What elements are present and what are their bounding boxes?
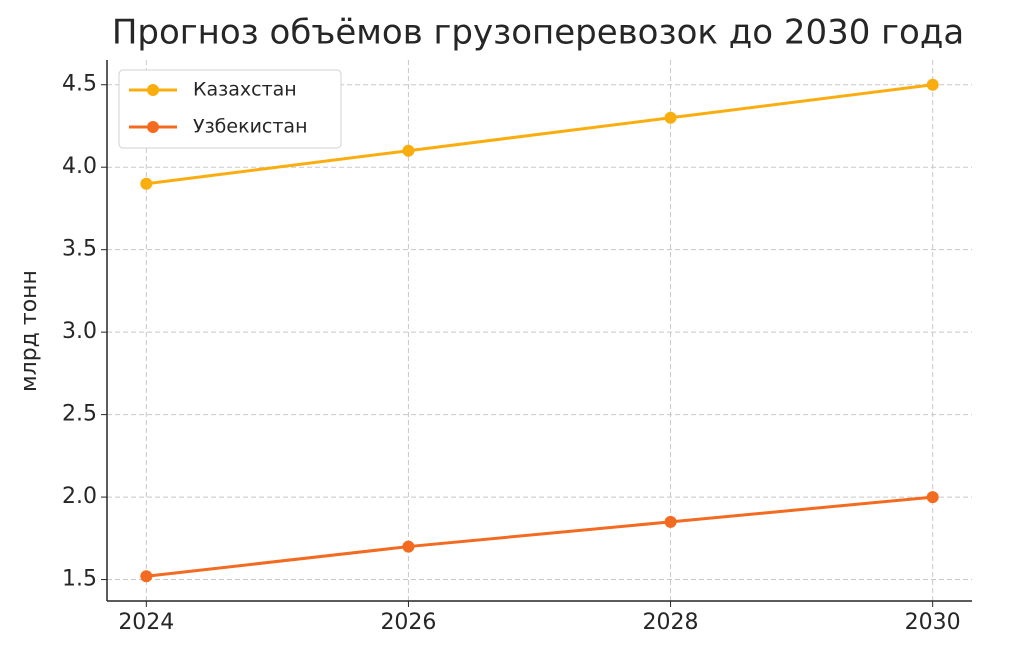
point xyxy=(664,111,677,124)
x-tick-label: 2026 xyxy=(380,610,436,635)
y-tick-label: 2.0 xyxy=(62,484,97,509)
legend-marker xyxy=(147,84,159,96)
point xyxy=(140,570,153,583)
chart-title: Прогноз объёмов грузоперевозок до 2030 г… xyxy=(112,13,964,53)
point xyxy=(926,78,939,91)
y-tick-label: 3.5 xyxy=(62,237,97,262)
y-tick-label: 2.5 xyxy=(62,402,97,427)
x-tick-label: 2024 xyxy=(118,610,174,635)
x-tick-label: 2030 xyxy=(905,610,961,635)
point xyxy=(926,491,939,504)
y-tick-label: 4.0 xyxy=(62,154,97,179)
y-tick-label: 4.5 xyxy=(62,72,97,97)
legend-label: Узбекистан xyxy=(193,116,308,138)
x-tick-label: 2028 xyxy=(643,610,699,635)
y-tick-label: 3.0 xyxy=(62,319,97,344)
point xyxy=(402,144,415,157)
y-tick-label: 1.5 xyxy=(62,567,97,592)
y-axis-label: млрд тонн xyxy=(17,270,42,392)
line xyxy=(146,83,933,186)
line xyxy=(146,495,933,578)
point xyxy=(664,515,677,528)
legend-marker xyxy=(147,121,159,133)
legend-label: Казахстан xyxy=(193,79,297,101)
point xyxy=(402,540,415,553)
point xyxy=(140,177,153,190)
